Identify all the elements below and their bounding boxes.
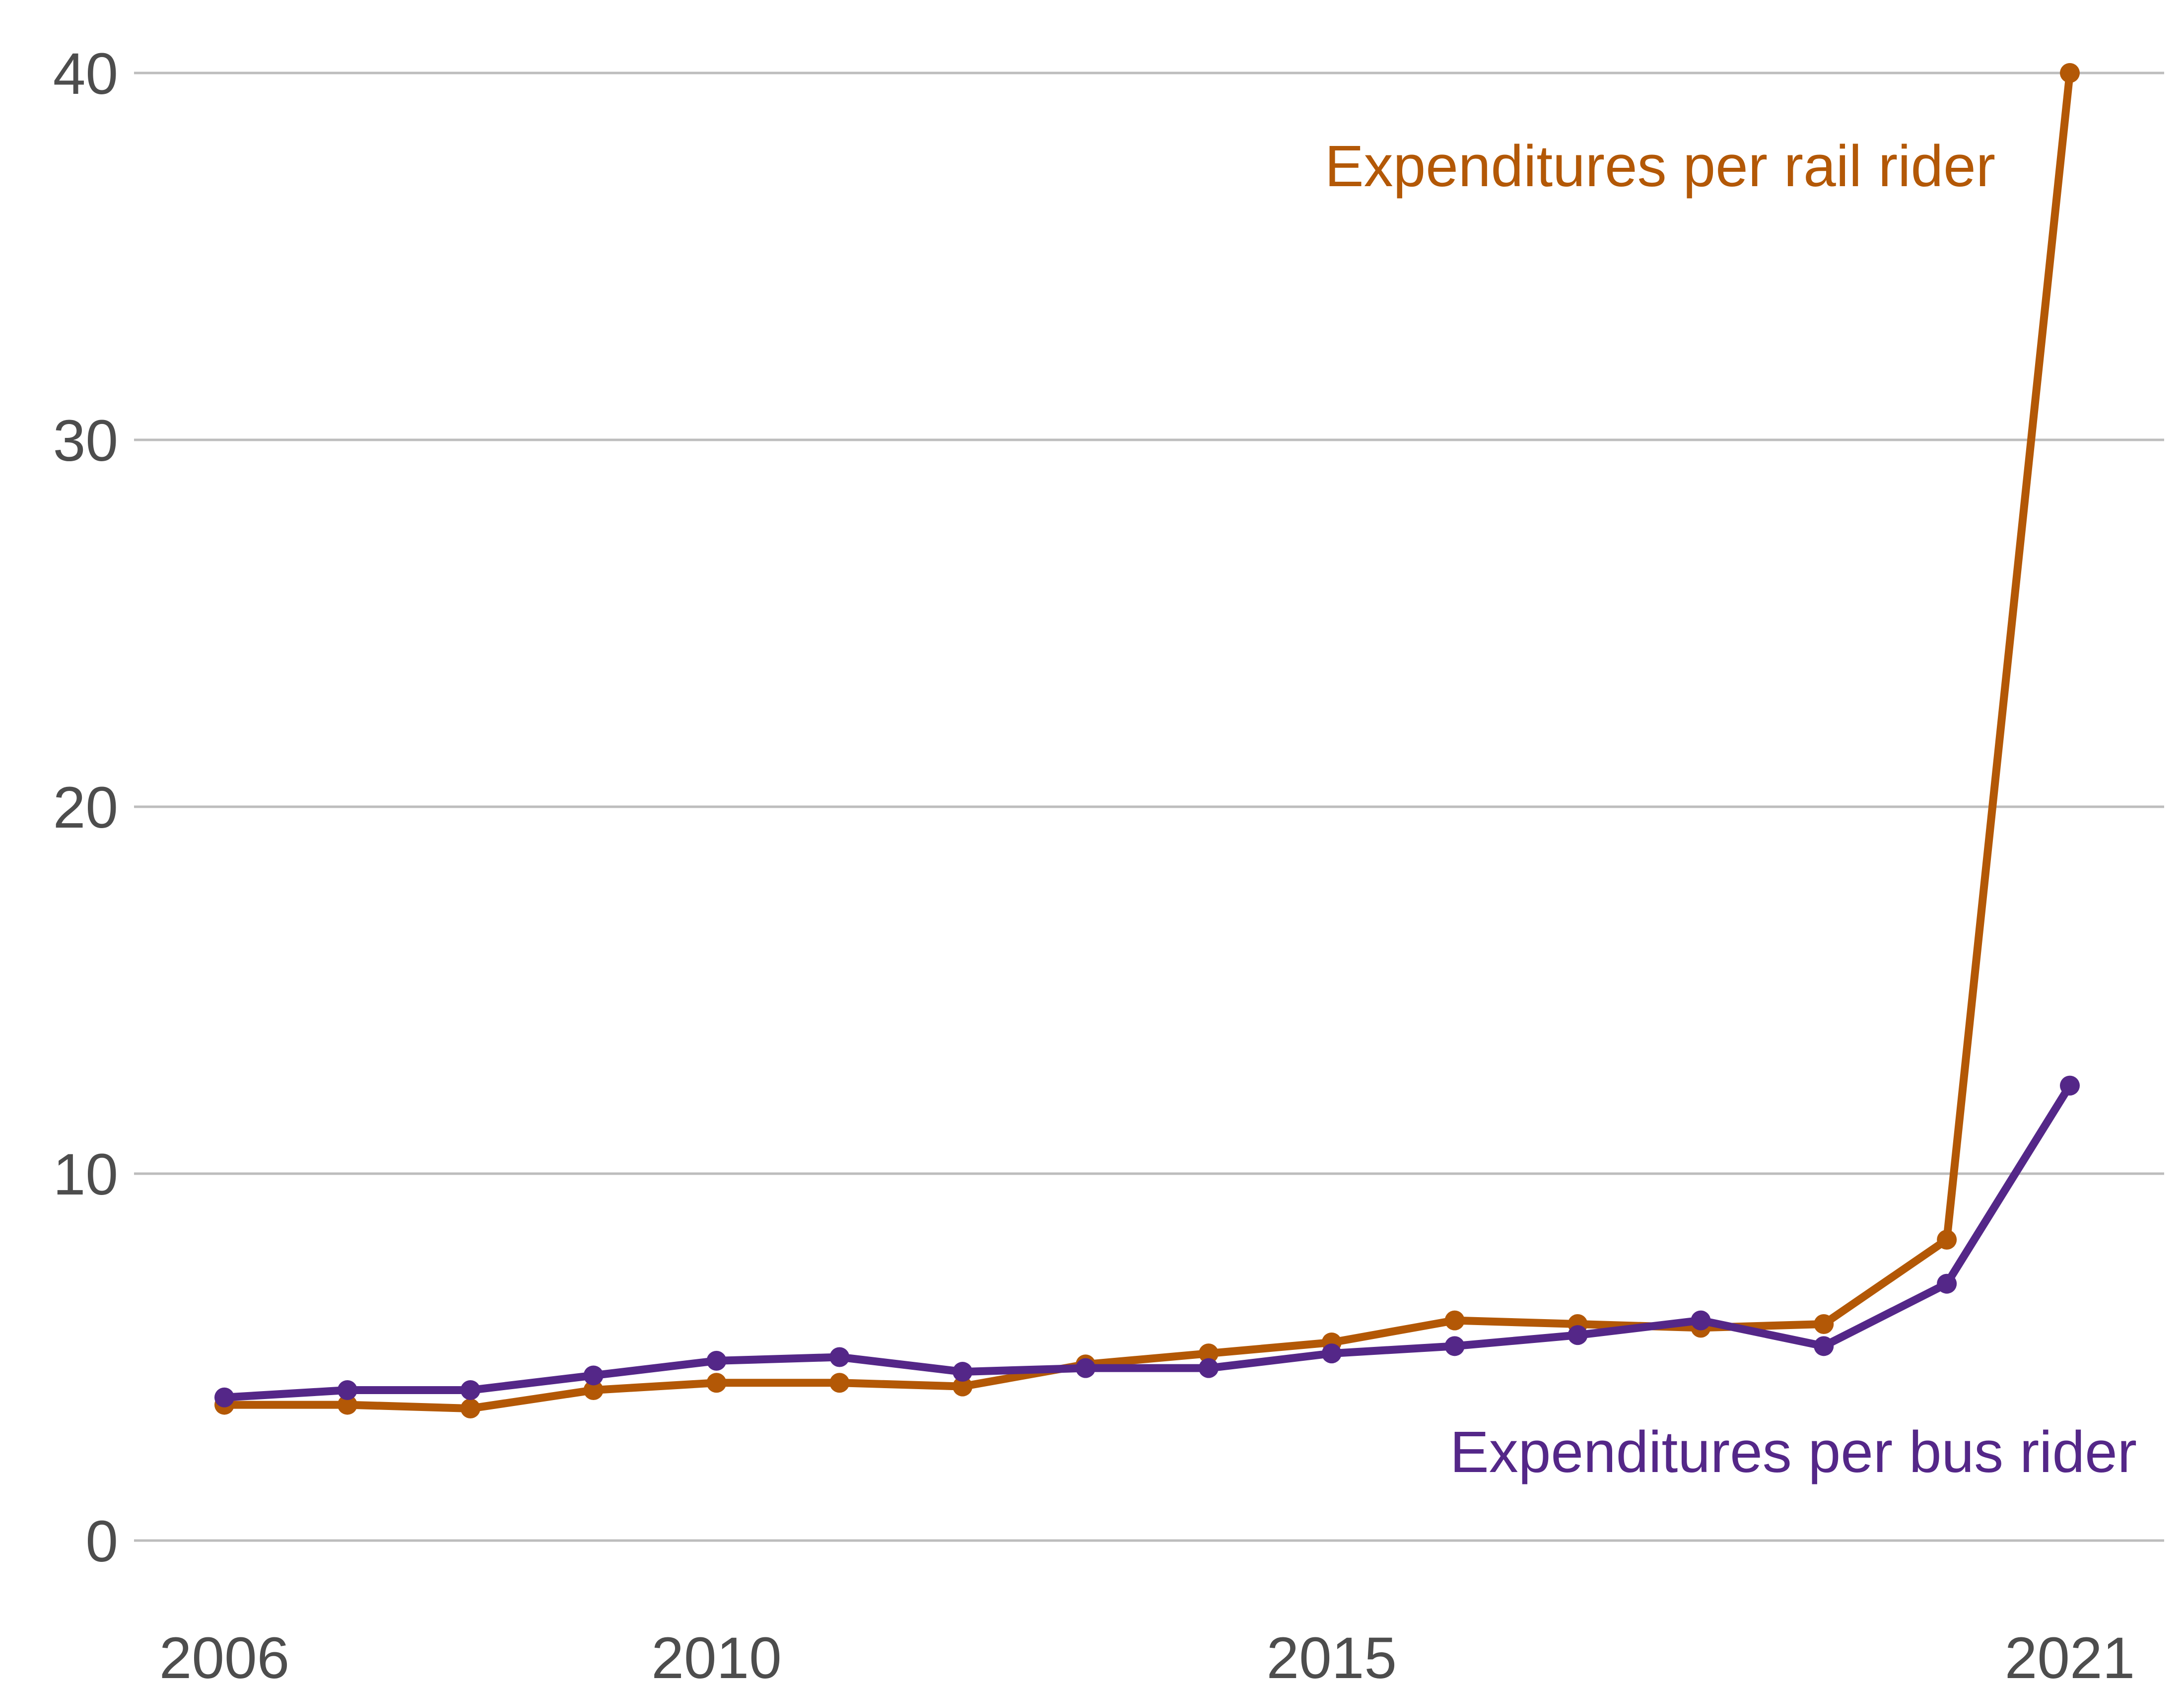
- data-point: [1568, 1325, 1588, 1345]
- data-point: [706, 1373, 727, 1393]
- data-point: [1198, 1358, 1219, 1378]
- data-point: [1444, 1336, 1465, 1356]
- label-rail: Expenditures per rail rider: [1325, 134, 1995, 199]
- x-tick-label: 2021: [2005, 1625, 2135, 1688]
- data-point: [829, 1347, 850, 1367]
- y-tick-label: 0: [85, 1509, 118, 1574]
- x-tick-label: 2006: [159, 1625, 290, 1688]
- data-point: [1814, 1314, 1834, 1334]
- gridlines: [134, 71, 2164, 1542]
- data-point: [1076, 1358, 1096, 1378]
- label-bus: Expenditures per bus rider: [1450, 1419, 2137, 1485]
- data-point: [1814, 1336, 1834, 1356]
- x-tick-label: 2010: [651, 1625, 782, 1688]
- data-point: [214, 1387, 234, 1407]
- series-bus: [214, 1075, 2080, 1407]
- y-tick-label: 30: [53, 408, 118, 474]
- data-point: [460, 1380, 480, 1401]
- data-point: [460, 1398, 480, 1418]
- y-tick-label: 10: [53, 1142, 118, 1207]
- series-lines: [214, 63, 2080, 1418]
- data-point: [1937, 1230, 1957, 1250]
- series-rail: [214, 63, 2080, 1418]
- data-point: [829, 1373, 850, 1393]
- data-point: [2060, 63, 2080, 83]
- y-tick-label: 40: [53, 41, 118, 107]
- series-line: [220, 69, 2074, 1412]
- data-point: [2060, 1075, 2080, 1096]
- data-point: [1321, 1343, 1342, 1364]
- data-point: [1937, 1273, 1957, 1294]
- data-point: [1691, 1310, 1711, 1331]
- data-point: [583, 1365, 604, 1386]
- x-axis-ticks: 2006 2010 2015 2021: [159, 1625, 2135, 1688]
- series-line: [220, 1081, 2074, 1402]
- data-point: [337, 1395, 357, 1415]
- data-point: [953, 1376, 973, 1397]
- data-point: [1444, 1310, 1465, 1331]
- y-axis-ticks: 0 10 20 30 40: [53, 41, 118, 1574]
- x-tick-label: 2015: [1267, 1625, 1397, 1688]
- y-tick-label: 20: [53, 775, 118, 841]
- data-point: [953, 1362, 973, 1382]
- data-point: [706, 1350, 727, 1371]
- data-point: [583, 1380, 604, 1401]
- data-point: [337, 1380, 357, 1401]
- data-point: [1198, 1343, 1219, 1364]
